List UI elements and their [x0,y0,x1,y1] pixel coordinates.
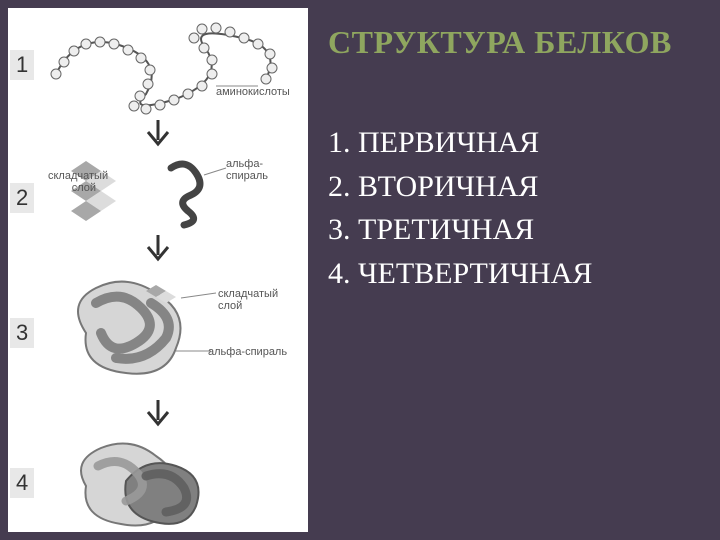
primary-structure-icon [26,14,306,119]
label-helix-1: альфа-спираль [226,158,268,182]
arrow-down-icon [138,118,178,150]
slide-title: СТРУКТУРА БЕЛКОВ [328,24,708,61]
list-item-1: 1. ПЕРВИЧНАЯ [328,121,708,165]
protein-diagram-panel: 1 2 3 4 аминокислоты [8,8,308,532]
label-sheet-2: складчатыйслой [218,288,278,312]
label-sheet-1: складчатыйслой [48,170,96,194]
list-item-3: 3. ТРЕТИЧНАЯ [328,208,708,252]
label-amino-acids: аминокислоты [216,86,290,98]
list-item-2: 2. ВТОРИЧНАЯ [328,165,708,209]
text-panel: СТРУКТУРА БЕЛКОВ 1. ПЕРВИЧНАЯ 2. ВТОРИЧН… [328,24,708,295]
arrow-down-icon [138,233,178,265]
list-item-4: 4. ЧЕТВЕРТИЧНАЯ [328,252,708,296]
quaternary-structure-icon [26,426,306,536]
tertiary-structure-icon [26,263,306,398]
label-helix-2: альфа-спираль [208,346,287,358]
